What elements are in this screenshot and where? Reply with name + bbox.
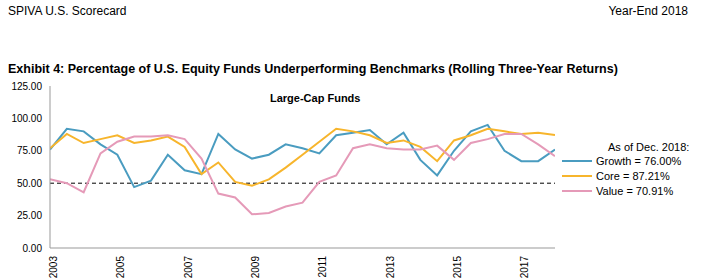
svg-text:2007: 2007	[183, 256, 194, 279]
html-text:Year-End 2018: Year-End 2018	[608, 4, 688, 18]
svg-text:50.00: 50.00	[17, 178, 42, 189]
svg-text:2015: 2015	[452, 256, 463, 279]
html-text:SPIVA U.S. Scorecard: SPIVA U.S. Scorecard	[8, 4, 127, 18]
svg-text:125.00: 125.00	[11, 81, 42, 92]
svg-text:2011: 2011	[317, 256, 328, 278]
svg-text:2013: 2013	[385, 256, 396, 279]
svg-text:2005: 2005	[115, 256, 126, 279]
svg-text:2017: 2017	[519, 256, 530, 279]
svg-text:25.00: 25.00	[17, 210, 42, 221]
svg-text:2003: 2003	[48, 256, 59, 279]
html-text:Large-Cap Funds: Large-Cap Funds	[270, 92, 361, 104]
svg-text:2009: 2009	[250, 256, 261, 279]
svg-text:75.00: 75.00	[17, 145, 42, 156]
html-text:Growth = 76.00%: Growth = 76.00%	[596, 155, 682, 167]
html-text:As of Dec. 2018:: As of Dec. 2018:	[608, 141, 690, 153]
svg-text:0.00: 0.00	[23, 243, 43, 254]
html-text:Exhibit 4: Percentage of U.S.: Exhibit 4: Percentage of U.S. Equity Fun…	[8, 62, 618, 76]
html-text:Value = 70.91%: Value = 70.91%	[596, 185, 674, 197]
svg-text:100.00: 100.00	[11, 113, 42, 124]
html-text:Core = 87.21%: Core = 87.21%	[596, 170, 670, 182]
